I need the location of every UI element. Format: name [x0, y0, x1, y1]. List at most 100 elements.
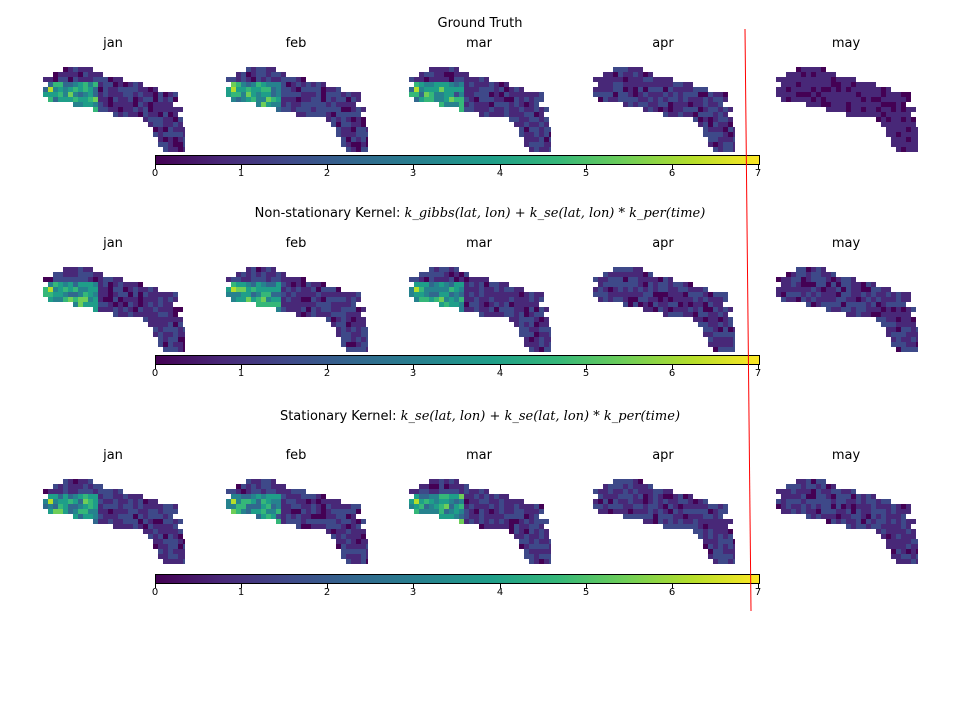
- heatmap-cell: [881, 122, 886, 127]
- heatmap-cell: [291, 489, 296, 494]
- heatmap-cell: [524, 544, 529, 549]
- heatmap-cell: [718, 342, 723, 347]
- heatmap-cell: [346, 529, 351, 534]
- heatmap-cell: [911, 107, 916, 112]
- heatmap-cell: [158, 112, 163, 117]
- heatmap-cell: [811, 92, 816, 97]
- heatmap-cell: [544, 137, 549, 142]
- heatmap-cell: [494, 302, 499, 307]
- heatmap-cell: [78, 514, 83, 519]
- heatmap-cell: [806, 302, 811, 307]
- heatmap-cell: [78, 292, 83, 297]
- heatmap-cell: [539, 137, 544, 142]
- heatmap-cell: [871, 312, 876, 317]
- heatmap-cell: [251, 489, 256, 494]
- heatmap-cell: [356, 92, 361, 97]
- heatmap-cell: [713, 147, 718, 152]
- heatmap-cell: [668, 509, 673, 514]
- heatmap-cell: [479, 77, 484, 82]
- heatmap-cell: [796, 287, 801, 292]
- heatmap-cell: [688, 97, 693, 102]
- heatmap-cell: [454, 277, 459, 282]
- heatmap-cell: [168, 137, 173, 142]
- heatmap-cell: [901, 342, 906, 347]
- heatmap-cell: [133, 519, 138, 524]
- heatmap-cell: [53, 287, 58, 292]
- heatmap-cell: [296, 307, 301, 312]
- heatmap-cell: [708, 297, 713, 302]
- heatmap-cell: [628, 494, 633, 499]
- heatmap-cell: [698, 292, 703, 297]
- heatmap-cell: [316, 92, 321, 97]
- heatmap-cell: [419, 489, 424, 494]
- heatmap-cell: [786, 509, 791, 514]
- heatmap-cell: [276, 77, 281, 82]
- heatmap-cell: [806, 77, 811, 82]
- heatmap-cell: [781, 494, 786, 499]
- heatmap-cell: [236, 292, 241, 297]
- heatmap-cell: [494, 107, 499, 112]
- heatmap-cell: [861, 87, 866, 92]
- heatmap-cell: [148, 87, 153, 92]
- heatmap-cell: [68, 72, 73, 77]
- heatmap-cell: [866, 307, 871, 312]
- heatmap-cell: [509, 112, 514, 117]
- heatmap-cell: [708, 337, 713, 342]
- heatmap-cell: [78, 509, 83, 514]
- heatmap-cell: [148, 524, 153, 529]
- heatmap-cell: [901, 519, 906, 524]
- heatmap-cell: [896, 539, 901, 544]
- heatmap-cell: [241, 287, 246, 292]
- heatmap-cell: [311, 307, 316, 312]
- heatmap-cell: [118, 77, 123, 82]
- heatmap-cell: [801, 77, 806, 82]
- heatmap-cell: [241, 92, 246, 97]
- heatmap-cell: [464, 92, 469, 97]
- heatmap-cell: [434, 479, 439, 484]
- heatmap-cell: [88, 102, 93, 107]
- heatmap-cell: [806, 102, 811, 107]
- heatmap-cell: [638, 509, 643, 514]
- heatmap-cell: [806, 277, 811, 282]
- heatmap-cell: [439, 504, 444, 509]
- heatmap-cell: [658, 519, 663, 524]
- heatmap-cell: [281, 282, 286, 287]
- heatmap-cell: [916, 337, 918, 342]
- heatmap-cell: [246, 92, 251, 97]
- heatmap-cell: [484, 297, 489, 302]
- heatmap-cell: [673, 82, 678, 87]
- heatmap-cell: [653, 292, 658, 297]
- heatmap-cell: [311, 509, 316, 514]
- heatmap-cell: [499, 499, 504, 504]
- heatmap-cell: [831, 107, 836, 112]
- heatmap-cell: [236, 504, 241, 509]
- heatmap-cell: [698, 97, 703, 102]
- heatmap-cell: [336, 87, 341, 92]
- heatmap-cell: [776, 87, 781, 92]
- heatmap-cell: [98, 307, 103, 312]
- heatmap-cell: [103, 92, 108, 97]
- panel-title-apr: apr: [652, 236, 674, 251]
- heatmap-cell: [271, 82, 276, 87]
- heatmap-cell: [781, 282, 786, 287]
- heatmap-cell: [811, 494, 816, 499]
- heatmap-cell: [703, 112, 708, 117]
- heatmap-cell: [346, 504, 351, 509]
- heatmap-cell: [88, 267, 93, 272]
- heatmap-cell: [236, 82, 241, 87]
- heatmap-cell: [861, 107, 866, 112]
- heatmap-cell: [484, 514, 489, 519]
- heatmap-cell: [698, 92, 703, 97]
- heatmap-cell: [806, 494, 811, 499]
- heatmap-cell: [326, 292, 331, 297]
- heatmap-cell: [133, 87, 138, 92]
- heatmap-cell: [434, 292, 439, 297]
- heatmap-cell: [658, 297, 663, 302]
- heatmap-cell: [653, 97, 658, 102]
- heatmap-cell: [469, 87, 474, 92]
- heatmap-cell: [148, 297, 153, 302]
- heatmap-cell: [663, 277, 668, 282]
- heatmap-cell: [821, 494, 826, 499]
- heatmap-cell: [663, 112, 668, 117]
- heatmap-cell: [454, 97, 459, 102]
